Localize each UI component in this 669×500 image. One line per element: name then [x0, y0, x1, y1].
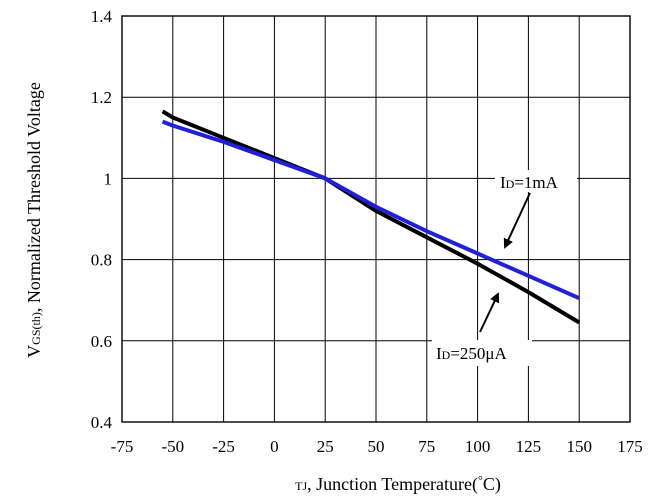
x-tick-label: 150 [566, 437, 592, 456]
y-tick-labels: 0.4 0.6 0.8 1 1.2 1.4 [91, 7, 113, 432]
y-tick-label: 1.4 [91, 7, 113, 26]
annotation-id-1ma-box [495, 170, 577, 192]
x-tick-label: 100 [465, 437, 491, 456]
y-axis-title: VGS(th), Normalized Threshold Voltage [24, 82, 44, 358]
x-axis-title: TJ, Junction Temperature(°C) [295, 473, 501, 495]
x-tick-label: 125 [516, 437, 542, 456]
y-tick-label: 0.6 [91, 332, 112, 351]
x-tick-label: 75 [418, 437, 435, 456]
annotation-id-1ma-label: ID=1mA [500, 173, 559, 192]
x-tick-label: -50 [161, 437, 184, 456]
grid [121, 15, 631, 423]
annotation-id-1ma-arrow [503, 192, 531, 249]
y-tick-label: 0.8 [91, 251, 112, 270]
x-tick-labels: -75 -50 -25 0 25 50 75 100 125 150 175 [111, 437, 643, 456]
annotation-id-250ua-label: ID=250μA [436, 344, 508, 363]
series-layer [161, 109, 581, 325]
annotation-id-1ma: ID=1mA [495, 170, 577, 249]
y-tick-label: 0.4 [91, 413, 113, 432]
x-tick-label: -25 [212, 437, 235, 456]
x-tick-label: -75 [111, 437, 134, 456]
annotation-id-250ua-arrow [479, 292, 500, 333]
annotation-id-250ua: ID=250μA [432, 292, 532, 366]
x-tick-label: 25 [317, 437, 334, 456]
x-tick-label: 175 [617, 437, 643, 456]
x-tick-label: 0 [270, 437, 279, 456]
x-tick-label: 50 [368, 437, 385, 456]
y-tick-label: 1 [104, 169, 113, 188]
series-line-0 [161, 119, 581, 301]
annotation-id-250ua-box [432, 340, 532, 366]
y-tick-label: 1.2 [91, 88, 112, 107]
plot-frame [121, 15, 631, 423]
